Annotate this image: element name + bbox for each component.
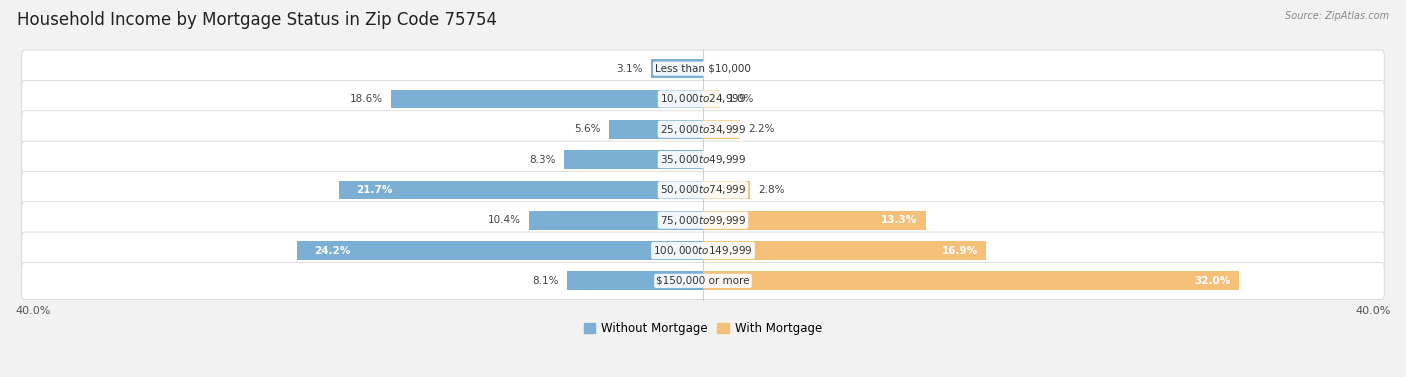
FancyBboxPatch shape [22,80,1384,118]
Text: $150,000 or more: $150,000 or more [657,276,749,286]
Text: 18.6%: 18.6% [350,94,382,104]
Bar [298,241,703,260]
Text: $25,000 to $34,999: $25,000 to $34,999 [659,123,747,136]
Bar [703,181,749,199]
Bar [703,120,740,139]
Text: 8.1%: 8.1% [533,276,558,286]
Legend: Without Mortgage, With Mortgage: Without Mortgage, With Mortgage [579,317,827,340]
Text: 2.2%: 2.2% [748,124,775,134]
Text: Less than $10,000: Less than $10,000 [655,64,751,74]
Text: $10,000 to $24,999: $10,000 to $24,999 [659,92,747,106]
Bar [703,90,720,108]
Text: 16.9%: 16.9% [942,245,977,256]
Bar [703,271,1239,290]
Text: Source: ZipAtlas.com: Source: ZipAtlas.com [1285,11,1389,21]
Text: $100,000 to $149,999: $100,000 to $149,999 [654,244,752,257]
Text: 32.0%: 32.0% [1195,276,1230,286]
Bar [564,150,703,169]
Bar [529,211,703,230]
Text: 10.4%: 10.4% [488,215,520,225]
FancyBboxPatch shape [22,172,1384,208]
FancyBboxPatch shape [22,141,1384,178]
Text: Household Income by Mortgage Status in Zip Code 75754: Household Income by Mortgage Status in Z… [17,11,496,29]
FancyBboxPatch shape [22,202,1384,239]
FancyBboxPatch shape [22,50,1384,87]
Bar [339,181,703,199]
Text: 2.8%: 2.8% [758,185,785,195]
Text: 24.2%: 24.2% [314,245,350,256]
FancyBboxPatch shape [22,262,1384,299]
Text: 5.6%: 5.6% [574,124,600,134]
Bar [567,271,703,290]
Bar [391,90,703,108]
Bar [609,120,703,139]
Text: 1.0%: 1.0% [728,94,755,104]
FancyBboxPatch shape [22,232,1384,269]
Bar [703,211,927,230]
Text: 21.7%: 21.7% [356,185,392,195]
Text: 13.3%: 13.3% [882,215,918,225]
Bar [703,241,986,260]
Text: 8.3%: 8.3% [529,155,555,165]
Text: $50,000 to $74,999: $50,000 to $74,999 [659,183,747,196]
Bar [651,59,703,78]
Text: 3.1%: 3.1% [616,64,643,74]
Text: $35,000 to $49,999: $35,000 to $49,999 [659,153,747,166]
FancyBboxPatch shape [22,111,1384,148]
Text: $75,000 to $99,999: $75,000 to $99,999 [659,214,747,227]
